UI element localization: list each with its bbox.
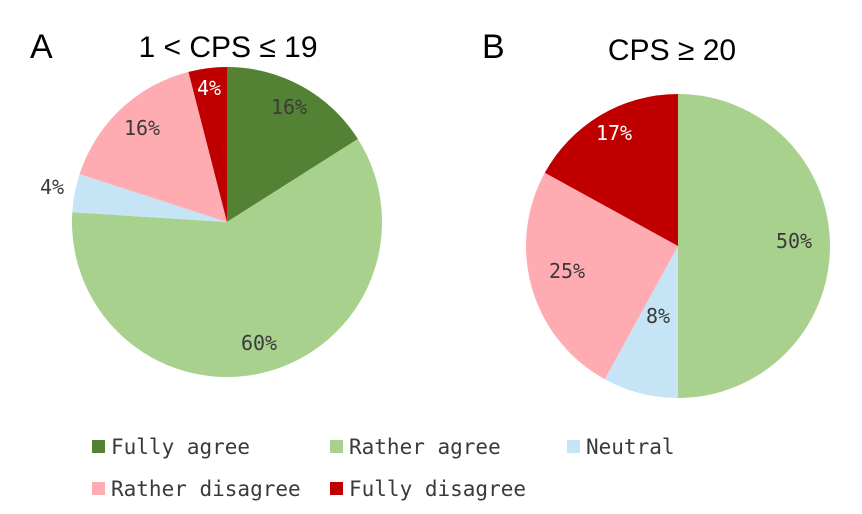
- pie-b-label-neutral: 8%: [646, 304, 670, 328]
- legend-swatch-rather-disagree: [92, 482, 105, 495]
- panel-b-title: CPS ≥ 20: [608, 34, 736, 67]
- legend-label-rather-disagree: Rather disagree: [111, 477, 301, 501]
- pie-a-slice-fully-disagree: [188, 67, 227, 222]
- pie-b-label-rather-disagree: 25%: [549, 259, 585, 283]
- legend-swatch-fully-agree: [92, 440, 105, 453]
- pie-b-slice-rather-agree: [678, 94, 830, 398]
- pie-a-label-rather-agree: 60%: [241, 331, 277, 355]
- legend-label-fully-disagree: Fully disagree: [349, 477, 526, 501]
- legend-swatch-neutral: [567, 440, 580, 453]
- pie-a-label-rather-disagree: 16%: [124, 116, 160, 140]
- legend-label-fully-agree: Fully agree: [111, 435, 250, 459]
- panel-a-letter: A: [30, 28, 53, 66]
- pie-a-slice-neutral: [72, 174, 227, 222]
- pie-a-slice-fully-agree: [227, 67, 358, 222]
- pie-a-slice-rather-agree: [72, 138, 383, 378]
- panel-b-letter: B: [482, 28, 505, 66]
- pie-a-slice-rather-disagree: [79, 71, 227, 223]
- pie-a: 16% 60% 4% 16% 4%: [40, 67, 383, 378]
- pie-b-label-rather-agree: 50%: [776, 229, 812, 253]
- legend-swatch-rather-agree: [330, 440, 343, 453]
- legend: Fully agree Rather agree Neutral Rather …: [92, 435, 675, 501]
- legend-swatch-fully-disagree: [330, 482, 343, 495]
- pie-b-slice-fully-disagree: [544, 94, 678, 246]
- panel-a-title: 1 < CPS ≤ 19: [138, 31, 317, 64]
- pie-b-slice-rather-disagree: [525, 172, 678, 380]
- legend-label-rather-agree: Rather agree: [349, 435, 501, 459]
- pie-b-label-fully-disagree: 17%: [596, 121, 632, 145]
- pie-b-slice-neutral: [604, 246, 678, 398]
- pie-a-label-fully-agree: 16%: [271, 95, 307, 119]
- pie-a-label-fully-disagree: 4%: [197, 76, 221, 100]
- legend-label-neutral: Neutral: [586, 435, 675, 459]
- pie-a-label-neutral: 4%: [40, 175, 64, 199]
- pie-b: 50% 8% 25% 17%: [525, 94, 830, 398]
